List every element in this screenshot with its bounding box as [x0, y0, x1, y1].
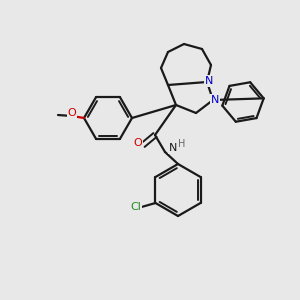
Text: N: N	[205, 76, 213, 86]
Text: O: O	[68, 108, 76, 118]
Text: N: N	[211, 95, 219, 105]
Text: O: O	[134, 138, 142, 148]
Text: Cl: Cl	[130, 202, 141, 212]
Text: H: H	[178, 139, 186, 149]
Text: N: N	[169, 143, 177, 153]
